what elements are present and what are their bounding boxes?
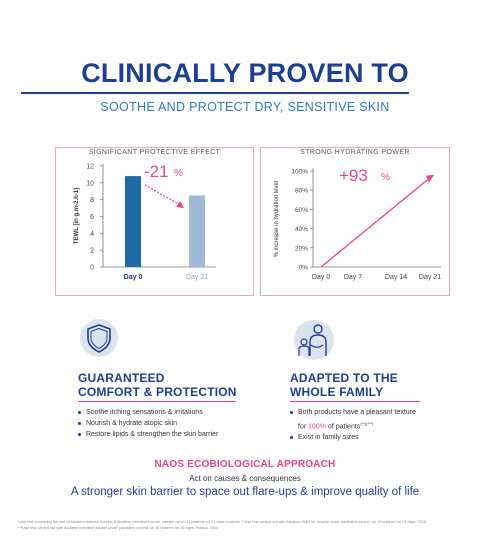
callout-value: -21 [144, 162, 169, 181]
bar [189, 195, 205, 267]
callout-value: +93 [339, 166, 368, 185]
comfort-bullet-list: Soothe itching sensations & irritations … [78, 407, 258, 440]
footnote: ***Use test carried out with Atoderm int… [18, 526, 220, 530]
protective-effect-panel: SIGNIFICANT PROTECTIVE EFFECT 0 2 4 6 8 10 12 D… [55, 147, 254, 296]
x-tick-label: Day 0 [124, 274, 143, 281]
y-tick-label: 2 [90, 248, 94, 255]
x-tick-label: Day 0 [312, 274, 330, 281]
list-item: Both products have a pleasant texture fo… [290, 407, 470, 432]
y-tick-label: 0 [90, 265, 94, 272]
footnote: *Use test combining the use of Atoderm m… [18, 520, 428, 524]
y-tick-label: 40% [295, 226, 308, 233]
page-title: CLINICALLY PROVEN TO [81, 58, 409, 88]
approach-tagline: A stronger skin barrier to space out fla… [70, 486, 420, 498]
y-tick-label: 10 [86, 180, 94, 187]
trend-arrow-head [426, 174, 434, 183]
y-tick-label: 8 [90, 197, 94, 204]
approach-subtitle: Act on causes & consequences [189, 474, 301, 483]
list-item: Restore lipids & strengthen the skin bar… [78, 429, 258, 440]
hydration-line-chart: 0% 20% 40% 60% 80% 100% Day 0 Day 7 Day 14 Day 21… [274, 166, 441, 281]
y-axis-label: % increase in hydration level [274, 181, 280, 257]
title-underline [21, 92, 409, 94]
feature-divider [78, 401, 236, 402]
hydrating-power-panel: STRONG HYDRATING POWER 0% 20% 40% 60% 80% 100… [260, 147, 450, 296]
page-subtitle: SOOTHE AND PROTECT DRY, SENSITIVE SKIN [100, 100, 390, 114]
y-tick-label: 100% [291, 169, 308, 176]
y-tick-label: 60% [295, 207, 308, 214]
panel-heading: SIGNIFICANT PROTECTIVE EFFECT [84, 149, 225, 156]
x-tick-label: Day 21 [186, 274, 208, 281]
y-tick-label: 4 [90, 231, 94, 238]
patients-percentage: 100% [308, 423, 327, 431]
x-tick-label: Day 14 [385, 274, 407, 281]
family-feature-title: ADAPTED TO THE WHOLE FAMILY [290, 371, 398, 399]
callout-unit: % [174, 168, 183, 179]
approach-title: NAOS ECOBIOLOGICAL APPROACH [154, 459, 336, 470]
y-tick-label: 0% [299, 265, 309, 272]
family-bullet-list: Both products have a pleasant texture fo… [290, 407, 470, 443]
y-tick-label: 6 [90, 214, 94, 221]
callout-unit: % [381, 172, 390, 183]
x-tick-label: Day 7 [344, 274, 362, 281]
list-item: Soothe itching sensations & irritations [78, 407, 258, 418]
shield-icon [79, 318, 119, 363]
y-tick-label: 12 [86, 164, 94, 171]
comfort-feature-title: GUARANTEED COMFORT & PROTECTION [78, 371, 237, 399]
x-tick-label: Day 21 [419, 274, 441, 281]
y-axis-label: TEWL [in g.m-2.h-1] [74, 188, 80, 244]
bar [125, 176, 141, 267]
feature-divider [290, 401, 420, 402]
list-item: Nourish & hydrate atopic skin [78, 418, 258, 429]
trend-arrow-head [176, 201, 184, 208]
trend-arrow-line [144, 184, 183, 207]
panel-heading: STRONG HYDRATING POWER [296, 149, 414, 156]
series-line [320, 177, 431, 268]
tewl-bar-chart: 0 2 4 6 8 10 12 Day 0 Day 21 TEWL [in g.m-2.h-1] -… [74, 162, 216, 281]
family-icon [291, 318, 337, 367]
list-item: Exist in family sizes [290, 432, 470, 443]
y-tick-label: 20% [295, 245, 308, 252]
y-tick-label: 80% [295, 188, 308, 195]
